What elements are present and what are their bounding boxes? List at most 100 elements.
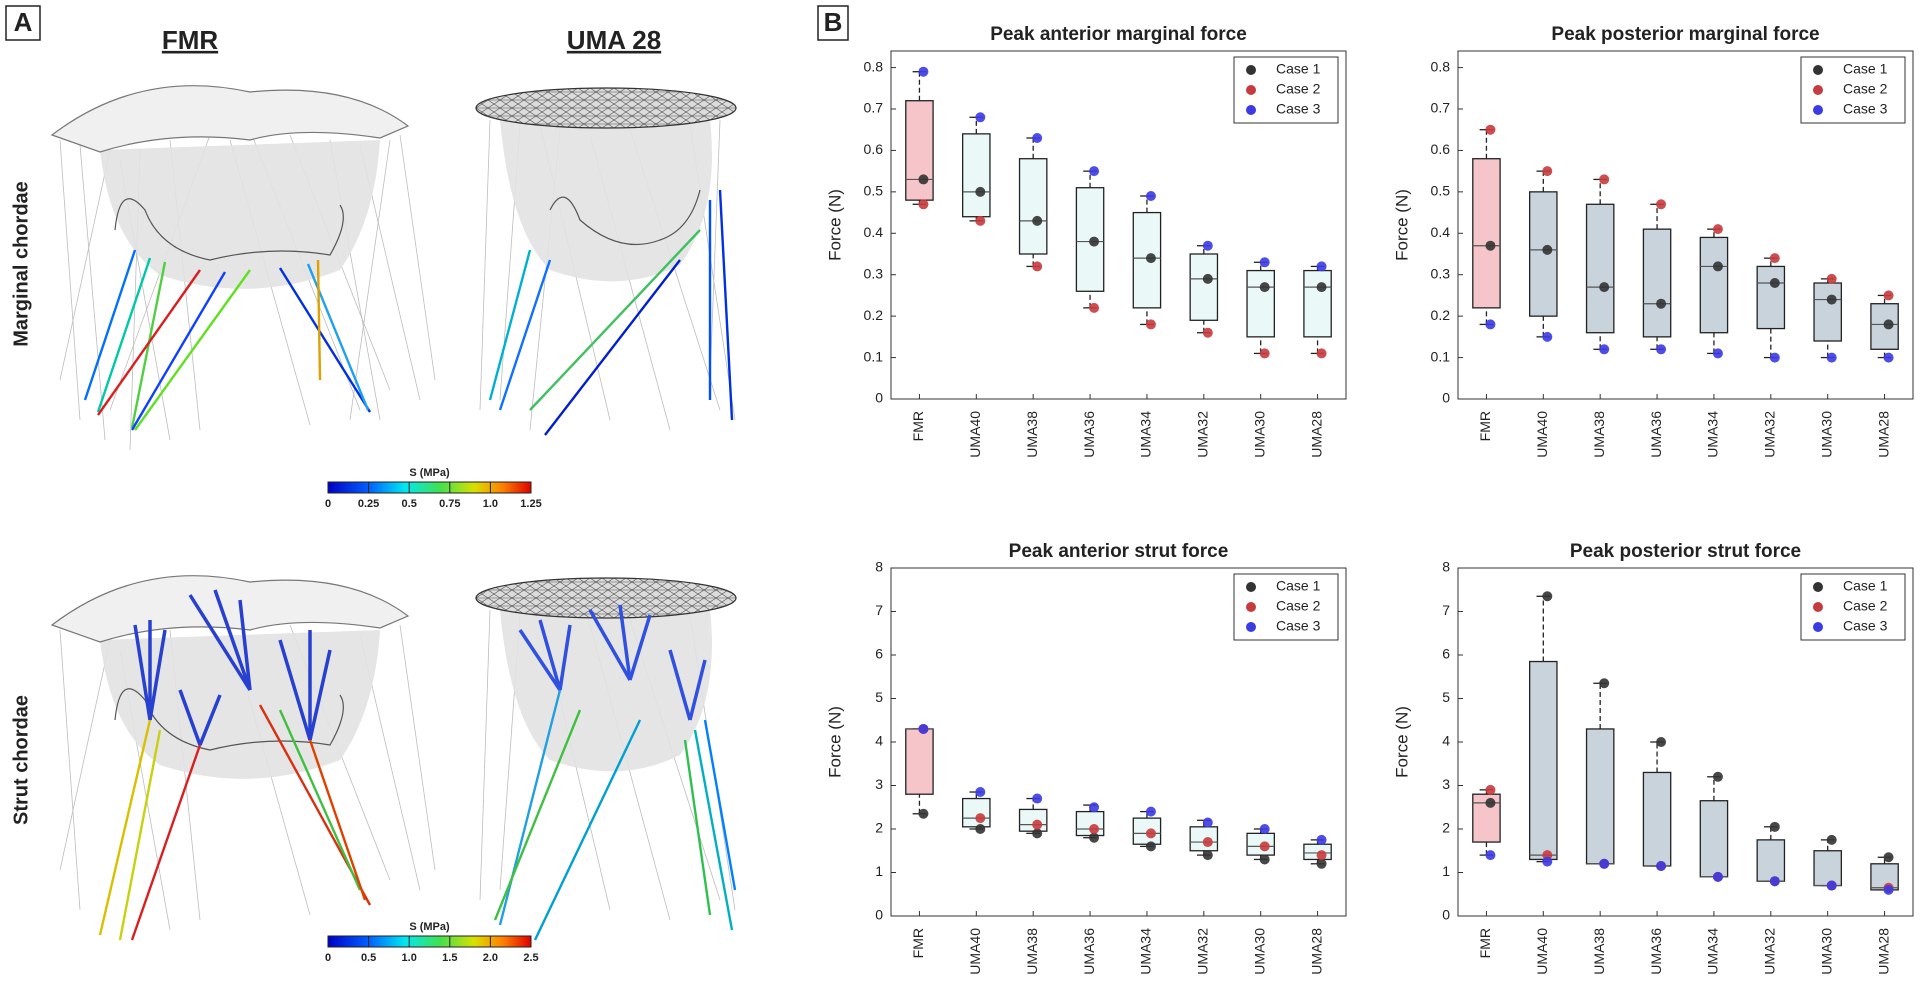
x-tick-label: UMA40 <box>1534 928 1550 975</box>
y-tick-label: 0.2 <box>864 307 884 323</box>
x-tick-label: UMA34 <box>1138 411 1154 458</box>
data-point <box>1599 858 1610 869</box>
y-tick-label: 0.4 <box>1431 224 1451 240</box>
colorbar-title: S (MPa) <box>409 467 450 479</box>
y-tick-label: 4 <box>875 733 883 749</box>
box <box>1756 839 1786 882</box>
chart-title: Peak anterior strut force <box>1009 541 1229 562</box>
x-tick-label: UMA40 <box>967 928 983 975</box>
data-point <box>1883 319 1894 330</box>
box <box>1189 826 1219 852</box>
y-tick-label: 0.4 <box>864 224 884 240</box>
data-point <box>1826 294 1837 305</box>
box <box>1699 800 1729 878</box>
legend-label: Case 1 <box>1843 61 1888 77</box>
legend-label: Case 3 <box>1276 101 1321 117</box>
box <box>962 797 991 828</box>
box <box>1189 253 1219 321</box>
y-tick-label: 0 <box>1442 907 1450 923</box>
x-tick-label: UMA38 <box>1024 411 1040 458</box>
box <box>1642 228 1672 338</box>
data-point <box>1259 824 1270 834</box>
data-point <box>1883 884 1894 895</box>
fmr-strut-illustration <box>50 575 436 941</box>
y-tick-label: 0.5 <box>1431 183 1451 199</box>
y-tick-label: 7 <box>1442 602 1450 618</box>
data-point <box>1089 802 1100 813</box>
legend-label: Case 3 <box>1843 618 1888 634</box>
chart-title: Peak posterior marginal force <box>1551 24 1819 45</box>
y-tick-label: 0.7 <box>864 100 884 116</box>
box <box>1529 660 1558 861</box>
row-label: Marginal chordae <box>10 181 32 347</box>
data-point <box>1542 331 1553 342</box>
data-point <box>1145 828 1156 839</box>
data-point <box>1542 591 1553 602</box>
y-tick-label: 0.6 <box>864 141 884 157</box>
data-point <box>1259 841 1270 852</box>
y-tick-label: 8 <box>875 559 883 575</box>
x-tick-label: UMA36 <box>1081 928 1097 975</box>
panel-label: A <box>14 7 33 37</box>
colorbar <box>327 481 532 494</box>
x-tick-label: FMR <box>910 928 926 958</box>
y-tick-label: 1 <box>875 863 883 879</box>
x-tick-label: UMA40 <box>1534 411 1550 458</box>
box <box>962 133 991 218</box>
data-point <box>1202 240 1213 251</box>
colorbar-tick-label: 1.25 <box>520 498 541 510</box>
data-point <box>918 723 929 734</box>
data-point <box>1145 253 1156 264</box>
colorbar-tick-label: 0 <box>325 952 331 964</box>
y-axis-label: Force (N) <box>825 706 844 778</box>
data-point <box>1485 850 1496 861</box>
data-point <box>1656 344 1667 355</box>
data-point <box>1032 828 1043 839</box>
uma-strut-illustration <box>475 577 737 941</box>
x-tick-label: UMA36 <box>1648 928 1664 975</box>
legend-marker <box>1246 85 1256 95</box>
box <box>1018 158 1048 255</box>
data-point <box>918 174 929 185</box>
y-tick-label: 3 <box>875 776 883 792</box>
legend-label: Case 2 <box>1276 81 1321 97</box>
box <box>1585 728 1615 865</box>
data-point <box>1202 817 1213 828</box>
legend-marker <box>1813 622 1823 632</box>
y-tick-label: 8 <box>1442 559 1450 575</box>
data-point <box>1883 352 1894 363</box>
box <box>1246 269 1275 338</box>
data-point <box>1826 273 1837 284</box>
data-point <box>1316 348 1327 359</box>
y-tick-label: 0.5 <box>864 183 884 199</box>
data-point <box>1769 876 1780 887</box>
data-point <box>1826 352 1837 363</box>
y-tick-label: 5 <box>875 689 883 705</box>
x-tick-label: FMR <box>1477 928 1493 958</box>
x-tick-label: UMA40 <box>967 411 983 458</box>
data-point <box>918 66 929 77</box>
data-point <box>1145 841 1156 852</box>
colorbar-tick-label: 0.75 <box>439 498 460 510</box>
y-tick-label: 7 <box>875 602 883 618</box>
colorbar-title: S (MPa) <box>409 921 450 933</box>
data-point <box>1259 348 1270 359</box>
colorbar-tick-label: 1.0 <box>402 952 417 964</box>
data-point <box>1599 344 1610 355</box>
y-tick-label: 0.1 <box>864 348 884 364</box>
box <box>1756 265 1786 330</box>
legend-label: Case 2 <box>1276 598 1321 614</box>
x-tick-label: UMA34 <box>1705 928 1721 975</box>
data-point <box>1656 298 1667 309</box>
box <box>1699 236 1729 334</box>
y-tick-label: 0 <box>875 907 883 923</box>
x-tick-label: UMA32 <box>1762 411 1778 458</box>
legend-marker <box>1813 582 1823 592</box>
box <box>905 100 934 201</box>
box <box>1585 203 1615 334</box>
data-point <box>1485 319 1496 330</box>
legend-marker <box>1813 105 1823 115</box>
data-point <box>1202 837 1213 848</box>
box <box>1075 187 1105 292</box>
x-tick-label: FMR <box>910 411 926 441</box>
